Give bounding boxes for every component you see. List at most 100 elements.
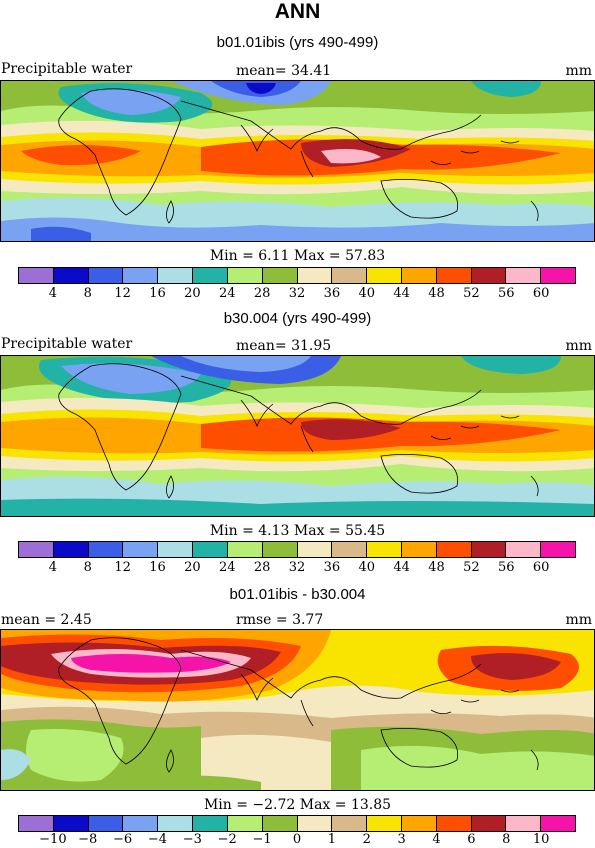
- colorbar-swatch: [19, 816, 54, 831]
- colorbar-tick-label: 48: [428, 560, 445, 575]
- colorbar-swatch: [297, 816, 333, 831]
- colorbar-swatch: [401, 268, 437, 283]
- colorbar-swatch: [53, 268, 89, 283]
- colorbar-swatch: [193, 268, 228, 283]
- colorbar-swatch: [541, 542, 575, 557]
- colorbar-tick-label: 20: [184, 560, 201, 575]
- colorbar-tick-label: 16: [149, 560, 166, 575]
- colorbar-swatch: [541, 268, 575, 283]
- colorbar-swatch: [193, 542, 228, 557]
- colorbar-tick-label: 40: [358, 286, 376, 301]
- colorbar-swatch: [541, 816, 575, 831]
- panel-2-colorbar-ticks: 4 8 12 16 20 24 28 32 36 40 44 48 52 56 60: [18, 560, 576, 576]
- colorbar-tick-label: −8: [78, 832, 98, 847]
- colorbar-swatch: [262, 816, 298, 831]
- colorbar-swatch: [367, 268, 402, 283]
- colorbar-swatch: [88, 268, 124, 283]
- colorbar-swatch: [332, 542, 368, 557]
- figure-title: ANN: [274, 0, 321, 23]
- colorbar-tick-label: 4: [48, 286, 58, 301]
- colorbar-swatch: [227, 816, 263, 831]
- colorbar-tick-label: 16: [149, 286, 166, 301]
- panel-1-colorbar: [18, 267, 576, 284]
- panel-1-colorbar-ticks: 4 8 12 16 20 24 28 32 36 40 44 48 52 56 60: [18, 286, 576, 302]
- panel-1-variable: Precipitable water: [1, 61, 133, 77]
- colorbar-tick-label: 1: [327, 832, 337, 847]
- colorbar-tick-label: 24: [218, 560, 236, 575]
- colorbar-tick-label: 12: [114, 286, 131, 301]
- colorbar-tick-label: 8: [83, 286, 92, 301]
- panel-2-variable: Precipitable water: [1, 336, 133, 352]
- colorbar-swatch: [19, 268, 54, 283]
- panel-2-mean: mean= 31.95: [236, 338, 332, 354]
- colorbar-tick-label: 56: [497, 560, 515, 575]
- panel-3-units: mm: [565, 612, 592, 628]
- panel-3-mean: mean = 2.45: [1, 612, 92, 628]
- colorbar-tick-label: 60: [532, 560, 550, 575]
- panel-1-stats: Min = 6.11 Max = 57.83: [209, 248, 386, 264]
- panel-1-map: [0, 80, 595, 242]
- colorbar-tick-label: 12: [114, 560, 131, 575]
- colorbar-tick-label: 36: [323, 560, 341, 575]
- panel-1-mean: mean= 34.41: [236, 63, 332, 79]
- panel-1-title: b01.01ibis (yrs 490-499): [216, 34, 379, 51]
- colorbar-swatch: [436, 542, 472, 557]
- colorbar-tick-label: 8: [502, 832, 511, 847]
- panel-3-stats: Min = −2.72 Max = 13.85: [203, 797, 392, 813]
- colorbar-swatch: [227, 542, 263, 557]
- colorbar-tick-label: 36: [323, 286, 341, 301]
- colorbar-swatch: [297, 268, 333, 283]
- colorbar-tick-label: 60: [532, 286, 550, 301]
- colorbar-tick-label: 3: [397, 832, 406, 847]
- colorbar-tick-label: 56: [497, 286, 515, 301]
- colorbar-swatch: [262, 542, 298, 557]
- colorbar-swatch: [332, 816, 368, 831]
- colorbar-swatch: [506, 816, 542, 831]
- colorbar-swatch: [401, 542, 437, 557]
- colorbar-tick-label: 32: [288, 286, 306, 301]
- colorbar-swatch: [123, 542, 159, 557]
- colorbar-tick-label: −2: [217, 832, 237, 847]
- colorbar-swatch: [332, 268, 368, 283]
- colorbar-tick-label: 2: [362, 832, 371, 847]
- colorbar-swatch: [506, 268, 542, 283]
- colorbar-swatch: [123, 816, 159, 831]
- colorbar-swatch: [158, 816, 194, 831]
- colorbar-tick-label: 40: [358, 560, 376, 575]
- colorbar-tick-label: 52: [463, 286, 480, 301]
- colorbar-swatch: [367, 816, 402, 831]
- colorbar-tick-label: 6: [467, 832, 476, 847]
- colorbar-tick-label: 4: [432, 832, 441, 847]
- colorbar-swatch: [297, 542, 333, 557]
- colorbar-tick-label: 10: [532, 832, 550, 847]
- colorbar-tick-label: 44: [393, 560, 410, 575]
- colorbar-swatch: [471, 542, 507, 557]
- colorbar-swatch: [53, 816, 89, 831]
- colorbar-tick-label: 44: [393, 286, 410, 301]
- colorbar-swatch: [471, 268, 507, 283]
- panel-2-title: b30.004 (yrs 490-499): [223, 310, 372, 327]
- panel-1-units: mm: [565, 63, 592, 79]
- panel-3-rmse: rmse = 3.77: [236, 612, 324, 628]
- colorbar-tick-label: 24: [218, 286, 236, 301]
- colorbar-swatch: [436, 268, 472, 283]
- colorbar-tick-label: 28: [253, 560, 271, 575]
- panel-2-map-plot: [1, 356, 594, 516]
- colorbar-tick-label: −6: [113, 832, 133, 847]
- colorbar-swatch: [262, 268, 298, 283]
- colorbar-tick-label: −1: [252, 832, 272, 847]
- panel-3-colorbar-ticks: −10 −8 −6 −4 −3 −2 −1 0 1 2 3 4 6 8 10: [18, 832, 576, 848]
- panel-2-colorbar: [18, 541, 576, 558]
- colorbar-swatch: [436, 816, 472, 831]
- panel-2-units: mm: [565, 338, 592, 354]
- panel-3-map-plot: [1, 630, 594, 790]
- colorbar-swatch: [88, 816, 124, 831]
- colorbar-swatch: [88, 542, 124, 557]
- colorbar-swatch: [19, 542, 54, 557]
- panel-3-colorbar: [18, 815, 576, 832]
- colorbar-tick-label: −4: [147, 832, 168, 847]
- colorbar-tick-label: −10: [39, 832, 67, 847]
- panel-3-title: b01.01ibis - b30.004: [229, 586, 366, 603]
- colorbar-swatch: [158, 542, 194, 557]
- colorbar-tick-label: −3: [182, 832, 202, 847]
